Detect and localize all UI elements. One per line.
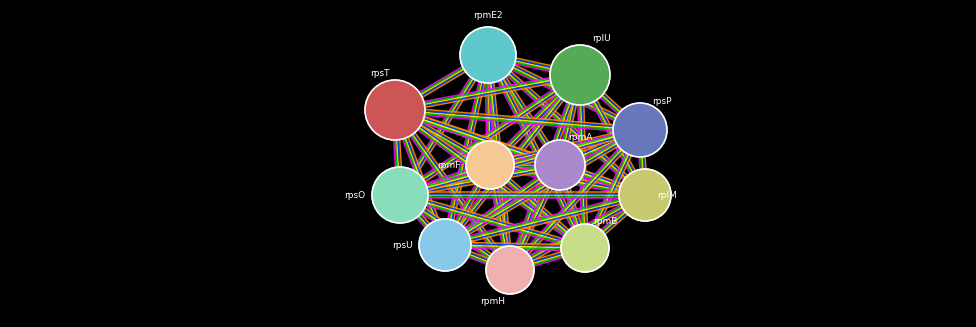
Circle shape bbox=[561, 224, 609, 272]
Text: rpmH: rpmH bbox=[480, 297, 505, 306]
Circle shape bbox=[486, 246, 534, 294]
Circle shape bbox=[613, 103, 667, 157]
Circle shape bbox=[419, 219, 471, 271]
Text: rpmE2: rpmE2 bbox=[473, 11, 503, 20]
Text: rplM: rplM bbox=[657, 191, 677, 199]
Circle shape bbox=[619, 169, 671, 221]
Circle shape bbox=[460, 27, 516, 83]
Circle shape bbox=[466, 141, 514, 189]
Text: rpmB: rpmB bbox=[593, 216, 618, 226]
Circle shape bbox=[372, 167, 428, 223]
Text: rplU: rplU bbox=[592, 34, 611, 43]
Text: rpsP: rpsP bbox=[652, 97, 671, 107]
Circle shape bbox=[550, 45, 610, 105]
Text: rpmF: rpmF bbox=[436, 161, 460, 169]
Circle shape bbox=[365, 80, 425, 140]
Text: rpsO: rpsO bbox=[344, 191, 365, 199]
Text: rpsU: rpsU bbox=[392, 240, 413, 250]
Text: rpmA: rpmA bbox=[568, 132, 592, 142]
Circle shape bbox=[535, 140, 585, 190]
Text: rpsT: rpsT bbox=[371, 69, 390, 78]
